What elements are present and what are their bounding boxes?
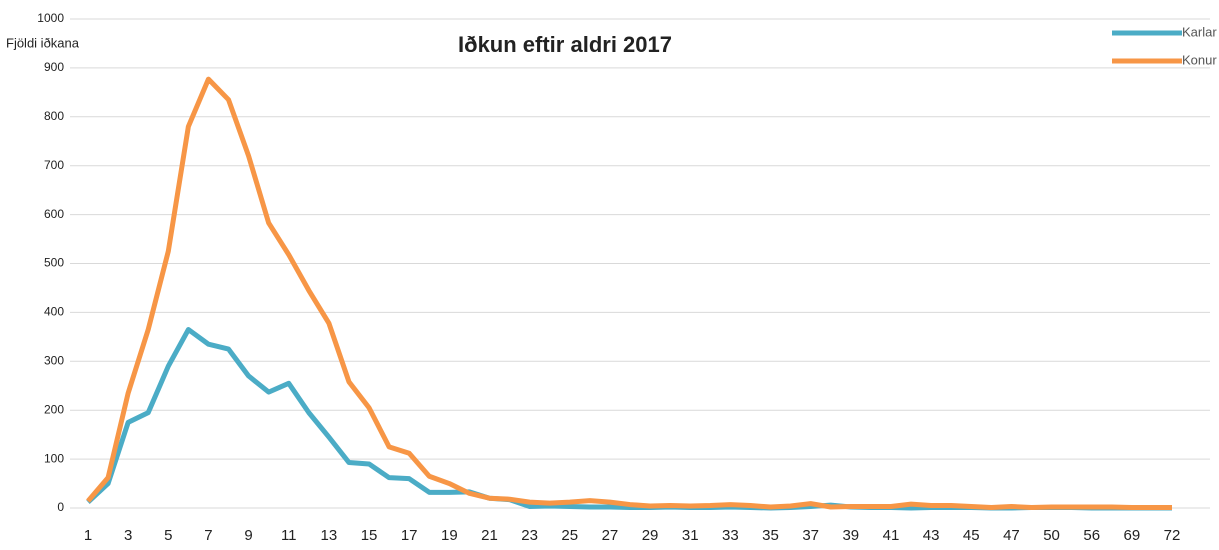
line-series xyxy=(86,327,1172,511)
x-tick-label: 33 xyxy=(722,527,739,544)
x-tick-label: 39 xyxy=(842,527,859,544)
x-tick-label: 11 xyxy=(281,527,297,544)
x-tick-label: 5 xyxy=(164,527,172,544)
x-tick-label: 7 xyxy=(204,527,212,544)
y-tick-label: 1000 xyxy=(37,11,64,25)
x-tick-label: 13 xyxy=(321,527,338,544)
x-tick-label: 25 xyxy=(561,527,578,544)
x-tick-label: 9 xyxy=(244,527,252,544)
line-series xyxy=(86,76,1172,511)
y-tick-label: 300 xyxy=(44,353,64,367)
x-tick-label: 45 xyxy=(963,527,980,544)
x-tick-label: 19 xyxy=(441,527,458,544)
x-tick-label: 3 xyxy=(124,527,132,544)
x-tick-label: 31 xyxy=(682,527,699,544)
y-tick-label: 0 xyxy=(57,500,64,514)
x-tick-label: 43 xyxy=(923,527,940,544)
x-tick-label: 41 xyxy=(883,527,900,544)
x-tick-label: 37 xyxy=(802,527,819,544)
x-tick-label: 17 xyxy=(401,527,418,544)
y-tick-label: 700 xyxy=(44,158,64,172)
y-tick-label: 400 xyxy=(44,305,64,319)
x-tick-label: 35 xyxy=(762,527,779,544)
legend-label: Karlar xyxy=(1182,24,1217,39)
y-axis-label: Fjöldi iðkana xyxy=(6,35,80,50)
x-tick-label: 21 xyxy=(481,527,498,544)
x-tick-label: 69 xyxy=(1124,527,1141,544)
x-tick-label: 56 xyxy=(1083,527,1100,544)
legend-label: Konur xyxy=(1182,52,1217,67)
x-tick-label: 15 xyxy=(361,527,378,544)
x-tick-label: 1 xyxy=(84,527,92,544)
x-tick-label: 27 xyxy=(602,527,619,544)
chart-title: Iðkun eftir aldri 2017 xyxy=(458,32,672,57)
y-tick-label: 500 xyxy=(44,256,64,270)
y-tick-label: 600 xyxy=(44,207,64,221)
x-tick-label: 50 xyxy=(1043,527,1060,544)
y-tick-label: 900 xyxy=(44,60,64,74)
x-tick-label: 23 xyxy=(521,527,538,544)
x-tick-label: 47 xyxy=(1003,527,1020,544)
x-tick-label: 29 xyxy=(642,527,659,544)
y-tick-label: 200 xyxy=(44,402,64,416)
x-tick-label: 72 xyxy=(1164,527,1181,544)
y-tick-label: 100 xyxy=(44,451,64,465)
y-tick-label: 800 xyxy=(44,109,64,123)
